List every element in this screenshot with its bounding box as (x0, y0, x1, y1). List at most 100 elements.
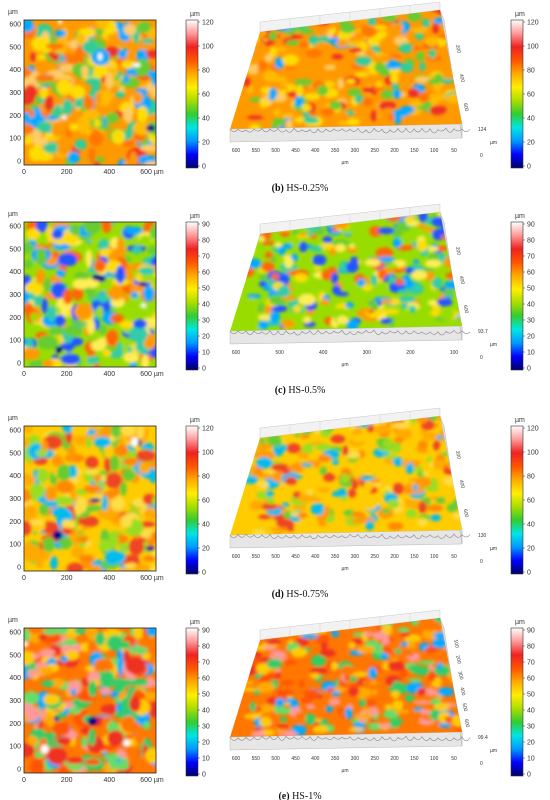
heatmap-unit-label: µm (8, 9, 18, 16)
surface-bump (390, 73, 399, 84)
surface-bump (352, 434, 365, 443)
view-3d-depth-tick: 600 (462, 305, 470, 315)
surface-bump (304, 93, 321, 100)
heatmap-y-tick: 300 (9, 698, 21, 705)
surface-bump (370, 300, 379, 312)
heatmap-y-tick: 100 (9, 542, 21, 549)
surface-blob (24, 124, 34, 135)
view-3d-depth-tick: 400 (458, 479, 466, 489)
surface-blob (93, 119, 101, 128)
surface-bump (249, 622, 257, 630)
colorbar-tick-label: 30 (202, 724, 210, 731)
surface-bump (281, 502, 290, 508)
surface-bump (370, 274, 378, 286)
surface-bump (242, 436, 253, 442)
surface-bump (235, 245, 248, 257)
surface-blob (86, 319, 96, 335)
surface-bump (237, 430, 252, 439)
heatmap-2d (24, 426, 156, 571)
surface-blob (97, 239, 110, 252)
heatmap-x-tick: 400 (103, 575, 115, 582)
colorbar-unit-label: µm (190, 619, 200, 626)
heatmap-x-tick: 600 µm (140, 777, 164, 784)
surface-blob (68, 707, 82, 715)
surface-blob (24, 743, 35, 758)
view-3d-depth-tick: 400 (458, 275, 466, 285)
surface-bump (269, 311, 281, 323)
surface-bump (279, 680, 295, 686)
surface-bump (291, 647, 308, 658)
surface-blob (121, 60, 135, 69)
surface-blob (74, 303, 93, 320)
surface-bump (370, 110, 378, 122)
colorbar-tick-label: 80 (202, 238, 210, 245)
surface-bump (348, 686, 360, 697)
surface-blob (28, 146, 42, 162)
heatmap-frame (23, 627, 157, 774)
view-3d-depth-unit: µm (490, 140, 497, 146)
surface-bump (339, 22, 355, 34)
colorbar-tick-label: 30 (527, 724, 535, 731)
surface-bump (342, 445, 349, 456)
heatmap-y-tick: 200 (9, 519, 21, 526)
heatmap-y-tick: 500 (9, 450, 21, 457)
view-3d-x-tick: 50 (451, 756, 457, 762)
panel-caption-text: HS-0.5% (286, 385, 325, 396)
surface-bump (381, 89, 394, 100)
surface-bump (394, 709, 410, 714)
surface-bump (415, 51, 425, 61)
surface-blob (128, 721, 141, 735)
surface-bump (254, 10, 266, 18)
surface-bump (316, 513, 328, 523)
surface-bump (251, 529, 266, 535)
surface-blob (98, 540, 114, 552)
surface-bump (367, 309, 375, 314)
surface-bump (432, 303, 440, 314)
heatmap-y-tick: 100 (9, 136, 21, 143)
surface-bump (422, 432, 440, 441)
surface-blob (151, 71, 156, 86)
surface-blob (26, 228, 41, 240)
surface-blob (41, 631, 62, 645)
surface-blob (107, 730, 125, 747)
surface-blob (50, 556, 58, 570)
heatmap-y-tick: 300 (9, 496, 21, 503)
surface-bump (411, 270, 428, 281)
surface-blob (130, 678, 149, 686)
view-3d-x-tick: 400 (319, 350, 328, 356)
colorbar-tick-label: 0 (527, 164, 531, 171)
surface-blob (84, 77, 102, 85)
surface-bump (303, 689, 320, 698)
surface-blob (104, 443, 114, 459)
view-3d-x-unit: µm (341, 362, 348, 368)
surface-blob (56, 78, 72, 96)
view-3d-x-tick: 100 (430, 148, 439, 154)
surface-bump (264, 53, 274, 63)
surface-bump (357, 645, 375, 654)
colorbar-tick-label: 90 (527, 222, 535, 229)
colorbar-tick-label: 40 (202, 522, 210, 529)
surface-bump (246, 249, 256, 254)
surface-bump (392, 237, 402, 249)
surface-blob (27, 628, 43, 634)
surface-bump (281, 319, 295, 329)
heatmap-x-tick: 0 (22, 575, 26, 582)
view-3d-x-tick: 200 (406, 350, 415, 356)
surface-bump (288, 237, 303, 247)
surface-bump (246, 620, 259, 629)
surface-bump (377, 284, 389, 293)
surface-blob (24, 347, 40, 360)
heatmap-y-tick: 500 (9, 44, 21, 51)
surface-bump (316, 487, 331, 493)
surface-blob (83, 484, 102, 494)
surface-blob (135, 449, 156, 462)
surface-bump (404, 267, 415, 274)
surface-bump (407, 11, 422, 22)
panel-caption: (b) HS-0.25% (272, 183, 329, 194)
view-3d-x-tick: 200 (390, 554, 399, 560)
surface-blob (120, 514, 133, 528)
surface-blob (120, 426, 136, 437)
surface-bump (417, 517, 429, 527)
surface-bump (250, 26, 259, 34)
view-3d-x-tick: 350 (331, 554, 340, 560)
